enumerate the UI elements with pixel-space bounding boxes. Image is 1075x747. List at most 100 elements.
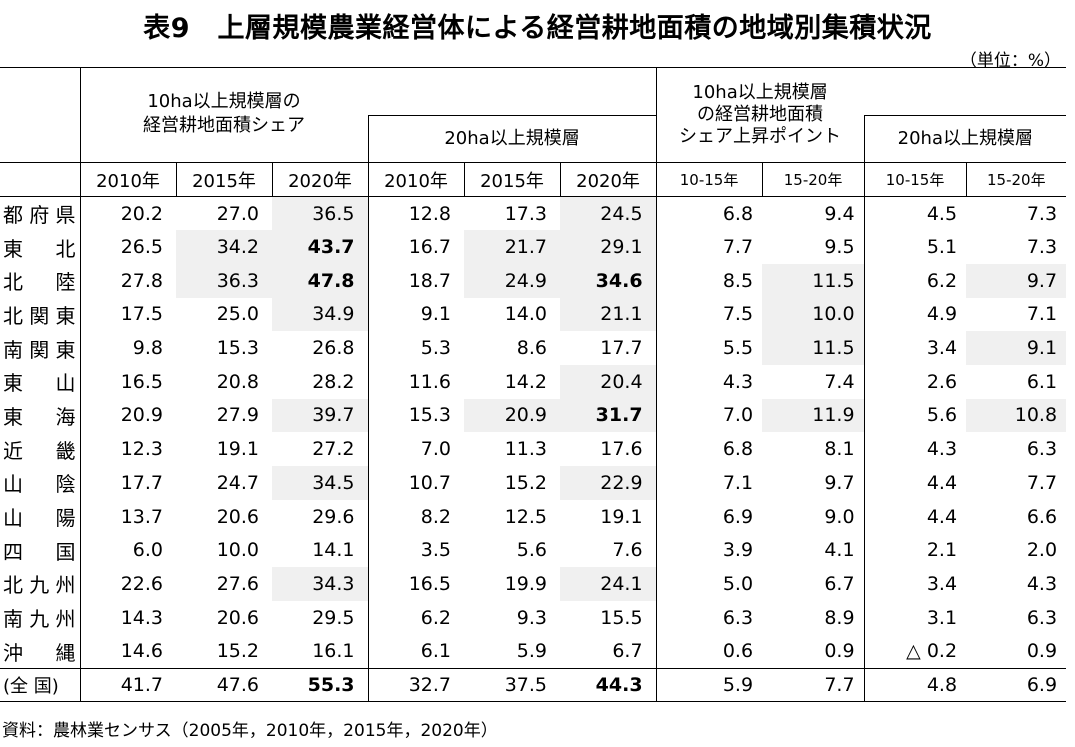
table-cell: 11.6 (367, 364, 465, 399)
table-cell: 39.7 (272, 398, 369, 433)
table-cell: 32.7 (367, 667, 465, 703)
year-header: 2015年 (175, 162, 272, 197)
table-cell: 20.6 (216, 505, 259, 528)
table-cell: 3.1 (863, 600, 967, 635)
table-row: 東海 20.9 27.9 39.7 15.3 20.9 31.7 7.0 11.9 5.6 10.8 (0, 398, 1067, 433)
table-cell: 4.3 (1026, 572, 1058, 595)
table-cell: 0.6 (655, 634, 763, 669)
table-row: 都府県 20.2 27.0 36.5 12.8 17.3 24.5 6.8 9.4 4.5 7.3 (0, 196, 1066, 231)
table-cell: 20.9 (79, 398, 176, 433)
table-row: (全 国) 41.7 47.6 55.3 32.7 37.5 44.3 5.9 7.7 4.8 6.… (0, 667, 1067, 703)
header-group-20ha-share: 20ha以上規模層 (444, 128, 580, 149)
table-cell: 6.9 (966, 667, 1067, 703)
table-cell: 19.1 (216, 438, 259, 461)
table-cell: 43.7 (272, 230, 369, 264)
table-cell: 11.5 (762, 263, 865, 298)
table-cell: 47.8 (272, 263, 369, 298)
table-cell: 19.1 (600, 505, 643, 528)
table-cell: 4.3 (863, 432, 967, 466)
table-cell: 9.5 (824, 236, 855, 259)
table-cell: 14.0 (504, 303, 548, 326)
table-row: 山陰 17.7 24.7 34.5 10.7 15.2 22.9 7.1 9.7 4.4 7.7 (0, 466, 1066, 500)
table-cell: 41.7 (79, 667, 176, 703)
table-cell: 24.1 (560, 567, 657, 601)
table-cell: 15.2 (504, 471, 548, 494)
data-table: 10ha以上規模層の 経営耕地面積シェア 10ha以上規模層 の経営耕地面積 シ… (0, 67, 1067, 703)
row-label: 北陸 (3, 270, 76, 295)
table-title: 表9 上層規模農業経営体による経営耕地面積の地域別集積状況 (143, 13, 932, 44)
table-cell: 3.4 (863, 331, 967, 365)
table-cell: 10.0 (216, 539, 259, 562)
table-cell: 6.2 (863, 263, 967, 298)
table-cell: 7.1 (1026, 303, 1058, 326)
table-cell: 4.1 (824, 539, 855, 562)
row-label: 山陰 (3, 472, 76, 497)
table-cell: 4.8 (863, 667, 967, 703)
table-row: 北陸 27.8 36.3 47.8 18.7 24.9 34.6 8.5 11.5 6.2 9.7 (0, 263, 1067, 298)
unit-label: （単位：%） (959, 51, 1061, 71)
table-cell: 5.9 (464, 634, 561, 669)
table-cell: 9.7 (966, 263, 1067, 298)
table-cell: 7.0 (655, 398, 763, 433)
table-row: 四国 6.0 10.0 14.1 3.5 5.6 7.6 3.9 4.1 2.1 2.0 (0, 533, 1066, 568)
table-cell: 17.5 (79, 297, 176, 332)
table-cell: 12.5 (504, 505, 548, 528)
table-row: 北九州 22.6 27.6 34.3 16.5 19.9 24.1 5.0 6.7 3.4 4.3 (0, 567, 1066, 601)
table-cell: 6.0 (79, 533, 176, 568)
table-cell: 6.2 (367, 600, 465, 635)
year-header: 2020年 (559, 162, 657, 197)
year-header: 2020年 (271, 162, 369, 197)
table-cell: 6.7 (824, 572, 855, 595)
table-cell: 8.6 (516, 337, 548, 360)
table-cell: 8.2 (367, 499, 465, 534)
table-cell: 15.2 (176, 634, 272, 669)
table-cell: 36.3 (176, 263, 272, 298)
table-cell: 4.3 (655, 364, 763, 399)
table-cell: 20.4 (560, 364, 657, 399)
row-label: 北九州 (3, 573, 76, 598)
table-cell: 27.2 (312, 438, 355, 461)
table-cell: 27.9 (216, 404, 259, 427)
table-cell: 14.3 (79, 600, 176, 635)
table-cell: 0.9 (762, 634, 865, 669)
table-cell: 24.5 (560, 196, 657, 231)
table-cell: 20.6 (216, 606, 259, 629)
table-cell: 3.5 (367, 533, 465, 568)
source-note: 資料：農林業センサス（2005年，2010年，2015年，2020年） (2, 721, 498, 741)
year-header: 10-15年 (863, 162, 967, 197)
year-header: 2010年 (79, 162, 176, 197)
table-cell: 2.6 (863, 364, 967, 399)
row-label: 北関東 (3, 303, 76, 328)
row-label: 東山 (3, 371, 76, 396)
table-cell: 17.3 (504, 202, 548, 225)
row-label: (全 国) (0, 667, 80, 703)
table-row: 南九州 14.3 20.6 29.5 6.2 9.3 15.5 6.3 8.9 3.1 6.3 (0, 600, 1066, 635)
table-cell: 7.3 (1026, 202, 1058, 225)
row-label: 都府県 (3, 203, 76, 228)
year-header: 15-20年 (761, 162, 865, 197)
table-cell: 16.5 (79, 364, 176, 399)
table-row: 近畿 12.3 19.1 27.2 7.0 11.3 17.6 6.8 8.1 4.3 6.3 (0, 432, 1066, 466)
table-cell: 16.5 (367, 567, 465, 601)
table-cell: 20.2 (79, 196, 176, 231)
table-cell: 20.8 (216, 370, 259, 393)
table-cell: 6.1 (1026, 370, 1058, 393)
table-cell: 5.6 (516, 539, 548, 562)
table-cell: 7.6 (612, 539, 643, 562)
table-cell: 5.5 (655, 331, 763, 365)
row-label: 山陽 (3, 506, 76, 531)
table-cell: 8.1 (824, 438, 855, 461)
table-cell: 44.3 (560, 667, 657, 703)
table-cell: 27.8 (79, 263, 176, 298)
table-cell: 12.3 (79, 432, 176, 466)
row-label: 南九州 (3, 607, 76, 632)
table-cell: 5.3 (367, 331, 465, 365)
row-label: 沖縄 (0, 634, 80, 669)
table-cell: 6.3 (1026, 438, 1058, 461)
table-cell: 31.7 (560, 398, 657, 433)
table-row: 山陽 13.7 20.6 29.6 8.2 12.5 19.1 6.9 9.0 4.4 6.6 (0, 499, 1066, 534)
row-label: 近畿 (3, 438, 76, 463)
table-cell: 4.9 (863, 297, 967, 332)
table-cell: 47.6 (176, 667, 272, 703)
table-cell: 7.7 (762, 667, 865, 703)
